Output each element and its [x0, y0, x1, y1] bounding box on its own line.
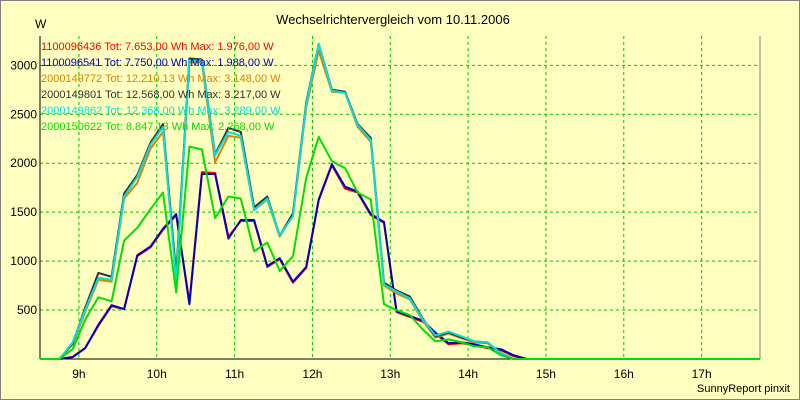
chart-title: Wechselrichtervergleich vom 10.11.2006 — [276, 12, 510, 27]
x-tick-label: 17h — [692, 367, 712, 381]
x-tick-labels: 9h 10h 11h 12h 13h 14h 15h 16h 17h — [72, 367, 711, 381]
x-tick-label: 10h — [147, 367, 167, 381]
grid-lines — [40, 36, 760, 359]
y-tick-labels: 500 1000 1500 2000 2500 3000 — [10, 58, 37, 317]
x-tick-label: 9h — [72, 367, 85, 381]
x-tick-label: 11h — [225, 367, 244, 381]
legend-entry-2: 1100096541 Tot: 7.750,00 Wh Max: 1.988,0… — [41, 57, 274, 69]
legend-entry-6: 2000150622 Tot: 8.847,13 Wh Max: 2.268,0… — [41, 121, 275, 133]
y-tick-label: 2500 — [10, 107, 37, 121]
y-tick-label: 1000 — [10, 254, 37, 268]
legend-entry-4: 2000149801 Tot: 12.568,00 Wh Max: 3.217,… — [41, 89, 281, 101]
series-line-6 — [40, 135, 760, 360]
legend-entry-5: 2000149862 Tot: 12.368,00 Wh Max: 3.289,… — [41, 105, 281, 117]
y-tick-label: 2000 — [10, 156, 37, 170]
y-axis-unit-label: W — [35, 17, 47, 31]
series-lines — [40, 42, 760, 360]
x-tick-label: 14h — [458, 367, 478, 381]
legend: 1100096436 Tot: 7.653,00 Wh Max: 1.976,0… — [41, 41, 281, 133]
legend-entry-3: 2000149772 Tot: 12.210,13 Wh Max: 3.148,… — [41, 73, 281, 85]
series-line-1 — [40, 164, 760, 360]
y-tick-label: 500 — [17, 303, 37, 317]
x-tick-label: 13h — [380, 367, 400, 381]
x-tick-label: 12h — [302, 367, 322, 381]
y-tick-label: 3000 — [10, 58, 37, 72]
legend-entry-1: 1100096436 Tot: 7.653,00 Wh Max: 1.976,0… — [41, 41, 274, 53]
x-tick-label: 16h — [614, 367, 634, 381]
x-tick-label: 15h — [536, 367, 556, 381]
y-tick-label: 1500 — [10, 205, 37, 219]
footer-credit: SunnyReport pinxit — [697, 383, 790, 395]
